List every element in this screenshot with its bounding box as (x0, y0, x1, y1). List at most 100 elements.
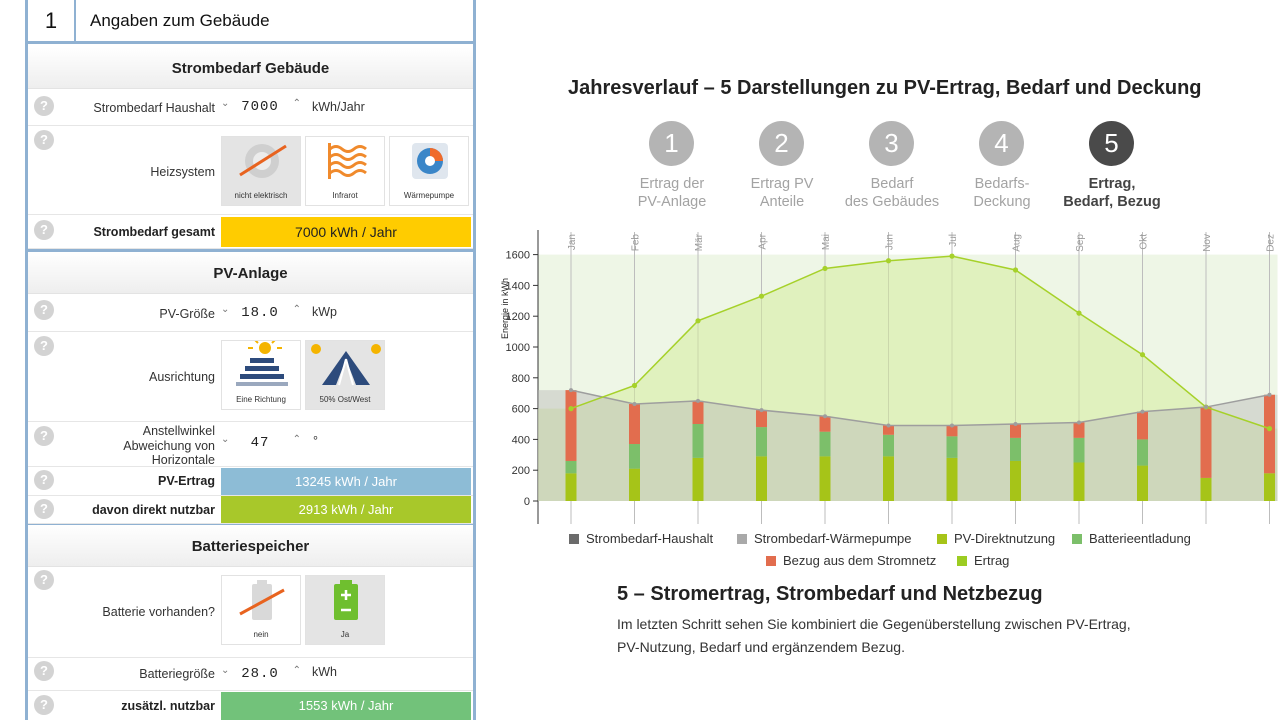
legend-swatch (766, 556, 776, 566)
help-icon[interactable]: ? (34, 336, 54, 356)
anstellwinkel-value[interactable]: 47 (250, 435, 270, 451)
bedarf-point (1267, 392, 1272, 397)
heiz-option-waermepumpe[interactable]: Wärmepumpe (389, 136, 469, 206)
bar-segment-batterieentladung (819, 431, 831, 457)
x-tick-label: Sep (1075, 234, 1086, 252)
bar-segment-bezug (1264, 394, 1275, 474)
bar-segment-direktnutzung (1200, 477, 1212, 501)
no-battery-icon (239, 580, 285, 620)
bar-segment-direktnutzung (565, 473, 577, 501)
step-5-label[interactable]: Ertrag, Bedarf, Bezug (1047, 175, 1177, 211)
batteriegroesse-stepper[interactable]: ⌄ 28.0 ⌃ (221, 663, 305, 687)
bar-segment-direktnutzung (1010, 460, 1021, 501)
heizsystem-label: Heizsystem (150, 165, 215, 179)
chevron-up-icon[interactable]: ⌃ (292, 434, 301, 445)
row-heizsystem: ? Heizsystem nicht elektrisch (28, 126, 473, 215)
help-icon[interactable]: ? (34, 570, 54, 590)
help-icon[interactable]: ? (34, 695, 54, 715)
bar-segment-bezug (819, 416, 831, 432)
step-1-label[interactable]: Ertrag der PV-Anlage (607, 175, 737, 211)
legend-swatch (569, 534, 579, 544)
ausrichtung-option-ost-west[interactable]: 50% Ost/West (305, 340, 385, 410)
step-label-line: des Gebäudes (844, 194, 940, 210)
anstellwinkel-stepper[interactable]: ⌄ 47 ⌃ (221, 432, 305, 456)
chevron-down-icon[interactable]: ⌄ (221, 665, 230, 676)
y-tick-label: 1600 (506, 250, 530, 262)
ertrag-point (695, 318, 701, 324)
bar-segment-batterieentladung (629, 444, 640, 469)
strombedarf-haushalt-stepper[interactable]: ⌄ 7000 ⌃ (221, 96, 305, 120)
y-tick-label: 800 (512, 373, 530, 385)
legend-item[interactable]: Batterieentladung (1072, 531, 1191, 546)
legend-label: Batterieentladung (1089, 531, 1191, 546)
legend-item[interactable]: Bezug aus dem Stromnetz (766, 553, 936, 568)
heiz-option-nicht-elektrisch[interactable]: nicht elektrisch (221, 136, 301, 206)
legend-item[interactable]: Strombedarf-Wärmepumpe (737, 531, 912, 546)
heiz-option-label: Wärmepumpe (403, 191, 455, 200)
anstellwinkel-unit: ° (313, 434, 318, 448)
chevron-up-icon[interactable]: ⌃ (292, 665, 301, 676)
help-icon[interactable]: ? (34, 96, 54, 116)
step-5-circle[interactable]: 5 (1089, 121, 1134, 166)
ertrag-area (538, 256, 1278, 501)
x-tick-label: Okt (1139, 234, 1150, 250)
heiz-option-infrarot[interactable]: Infrarot (305, 136, 385, 206)
batterie-option-label: nein (253, 630, 269, 639)
anstellwinkel-label: Anstellwinkel Abweichung von Horizontale (123, 424, 215, 468)
step-4-label[interactable]: Bedarfs- Deckung (937, 175, 1067, 211)
legend-item[interactable]: Strombedarf-Haushalt (569, 531, 713, 546)
legend-swatch (1072, 534, 1082, 544)
pv-groesse-label: PV-Größe (159, 307, 215, 321)
help-icon[interactable]: ? (34, 426, 54, 446)
zusaetzl-nutzbar-label: zusätzl. nutzbar (121, 699, 215, 713)
bar-segment-batterieentladung (692, 424, 704, 458)
help-icon[interactable]: ? (34, 300, 54, 320)
ertrag-point (631, 382, 638, 389)
step-3-circle[interactable]: 3 (869, 121, 914, 166)
bar-segment-batterieentladung (756, 427, 767, 457)
ausrichtung-option-label: 50% Ost/West (319, 395, 371, 404)
y-axis-label: Energie in kWh (500, 278, 510, 339)
chevron-up-icon[interactable]: ⌃ (292, 98, 301, 109)
chevron-down-icon[interactable]: ⌄ (221, 304, 230, 315)
batterie-option-ja[interactable]: Ja (305, 575, 385, 645)
x-tick-label: Mai (821, 234, 832, 250)
step-1-circle[interactable]: 1 (649, 121, 694, 166)
help-icon[interactable]: ? (34, 130, 54, 150)
legend-item[interactable]: PV-Direktnutzung (937, 531, 1055, 546)
bar-segment-batterieentladung (1073, 437, 1085, 463)
help-icon[interactable]: ? (34, 661, 54, 681)
bedarf-point (1013, 422, 1018, 426)
step-label-line: PV-Anlage (637, 194, 707, 210)
ertrag-point (1266, 426, 1273, 432)
ausrichtung-option-eine-richtung[interactable]: Eine Richtung (221, 340, 301, 410)
y-tick-label: 200 (512, 465, 530, 477)
explanation-text: Im letzten Schritt sehen Sie kombiniert … (617, 616, 1131, 655)
batteriegroesse-value[interactable]: 28.0 (241, 666, 279, 682)
legend-label: Strombedarf-Wärmepumpe (754, 531, 912, 546)
chevron-down-icon[interactable]: ⌄ (221, 98, 230, 109)
help-icon[interactable]: ? (34, 220, 54, 240)
strombedarf-haushalt-value[interactable]: 7000 (241, 99, 279, 115)
bar-segment-bezug (946, 425, 958, 437)
chevron-down-icon[interactable]: ⌄ (221, 434, 230, 445)
pv-groesse-value[interactable]: 18.0 (241, 305, 279, 321)
help-icon[interactable]: ? (34, 499, 54, 519)
step-2-circle[interactable]: 2 (759, 121, 804, 166)
ertrag-point (758, 293, 765, 299)
pv-groesse-stepper[interactable]: ⌄ 18.0 ⌃ (221, 302, 305, 326)
batterie-option-nein[interactable]: nein (221, 575, 301, 645)
step-4-circle[interactable]: 4 (979, 121, 1024, 166)
ertrag-point (568, 406, 574, 412)
row-pv-ertrag: ? PV-Ertrag 13245 kWh / Jahr (28, 467, 473, 496)
x-tick-label: Feb (631, 234, 642, 252)
step-2-label[interactable]: Ertrag PV Anteile (717, 175, 847, 211)
bar-segment-direktnutzung (1137, 465, 1148, 501)
bar-segment-direktnutzung (692, 457, 704, 501)
anstellwinkel-label-line: Horizontale (151, 453, 215, 467)
chevron-up-icon[interactable]: ⌃ (292, 304, 301, 315)
step-3-label[interactable]: Bedarf des Gebäudes (827, 175, 957, 211)
legend-item[interactable]: Ertrag (957, 553, 1009, 568)
help-icon[interactable]: ? (34, 470, 54, 490)
legend-label: Strombedarf-Haushalt (586, 531, 714, 546)
